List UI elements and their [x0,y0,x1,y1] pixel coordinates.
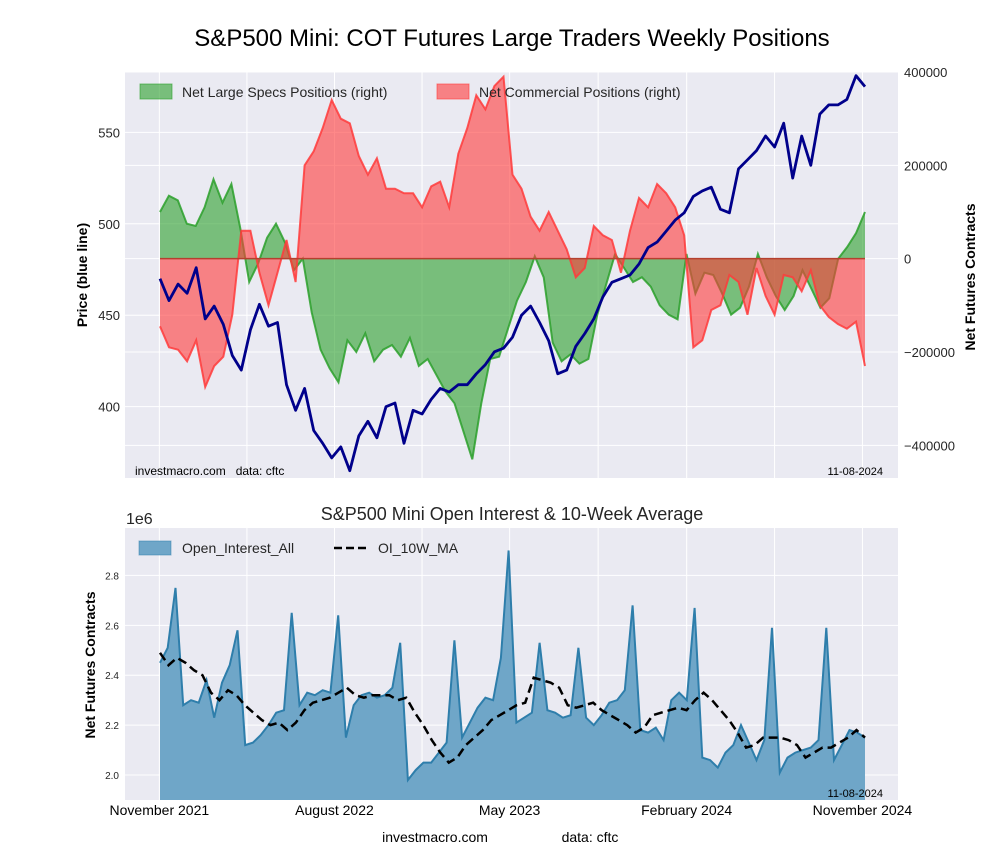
bottom-y-axis-label: Net Futures Contracts [82,591,98,738]
footer-site: investmacro.com [382,829,488,845]
specs-area [160,179,865,460]
legend-swatch-commercial [436,83,470,100]
top-source-annotation: investmacro.com data: cftc [135,464,284,478]
legend-label-ma: OI_10W_MA [378,540,459,556]
top-legend: Net Large Specs Positions (right) Net Co… [139,83,681,100]
top-right-tick-label: 0 [904,252,911,267]
top-right-tick-label: −200000 [904,345,955,360]
commercial-area [160,76,865,387]
top-right-axis-label: Net Futures Contracts [962,203,978,350]
bottom-y-tick-label: 2.4 [105,671,119,682]
top-left-axis-label: Price (blue line) [74,223,90,327]
top-left-tick-label: 450 [98,308,120,323]
top-date-annotation: 11-08-2024 [828,466,883,478]
top-right-tick-label: −400000 [904,438,955,453]
bottom-open-interest-area [159,550,866,800]
top-right-tick-label: 200000 [904,158,947,173]
figure-title: S&P500 Mini: COT Futures Large Traders W… [194,25,829,52]
top-right-ticks: 400000 200000 0 −200000 −400000 [904,65,955,453]
legend-label-open-interest: Open_Interest_All [182,540,294,556]
bottom-x-tick-label: November 2024 [813,802,913,818]
bottom-scale-label: 1e6 [126,511,153,528]
footer-source: data: cftc [562,829,619,845]
bottom-y-tick-label: 2.0 [105,771,119,782]
top-left-tick-label: 550 [98,125,120,140]
top-price-line [158,74,867,473]
top-panel: 400 450 500 550 400000 200000 0 −200000 −400000… [74,65,978,478]
top-left-tick-label: 400 [98,400,120,415]
bottom-ma-line [158,652,866,765]
commercial-line [159,74,866,391]
bottom-x-tick-label: August 2022 [295,802,374,818]
top-left-tick-label: 500 [98,217,120,232]
top-left-ticks: 400 450 500 550 [98,125,120,414]
bottom-y-tick-label: 2.2 [105,721,119,732]
open-interest-line [159,550,866,783]
price-line [158,74,867,473]
legend-label-specs: Net Large Specs Positions (right) [182,84,387,100]
legend-swatch-specs [139,83,173,100]
open-interest-area [160,550,865,800]
legend-swatch-open-interest [138,540,172,556]
bottom-x-ticks: November 2021 August 2022 May 2023 February… [110,802,913,818]
bottom-x-tick-label: February 2024 [641,802,732,818]
bottom-x-tick-label: May 2023 [479,802,541,818]
legend-label-commercial: Net Commercial Positions (right) [479,84,681,100]
bottom-legend: Open_Interest_All OI_10W_MA [138,540,459,556]
bottom-panel: S&P500 Mini Open Interest & 10-Week Aver… [82,504,912,818]
bottom-title: S&P500 Mini Open Interest & 10-Week Aver… [321,504,704,524]
bottom-y-tick-label: 2.8 [105,571,119,582]
bottom-y-tick-label: 2.6 [105,621,119,632]
bottom-date-annotation: 11-08-2024 [828,788,883,800]
ma-line [158,652,866,765]
bottom-x-tick-label: November 2021 [110,802,210,818]
top-areas [159,74,866,460]
bottom-y-ticks: 2.0 2.2 2.4 2.6 2.8 [105,571,119,782]
top-right-tick-label: 400000 [904,65,947,80]
